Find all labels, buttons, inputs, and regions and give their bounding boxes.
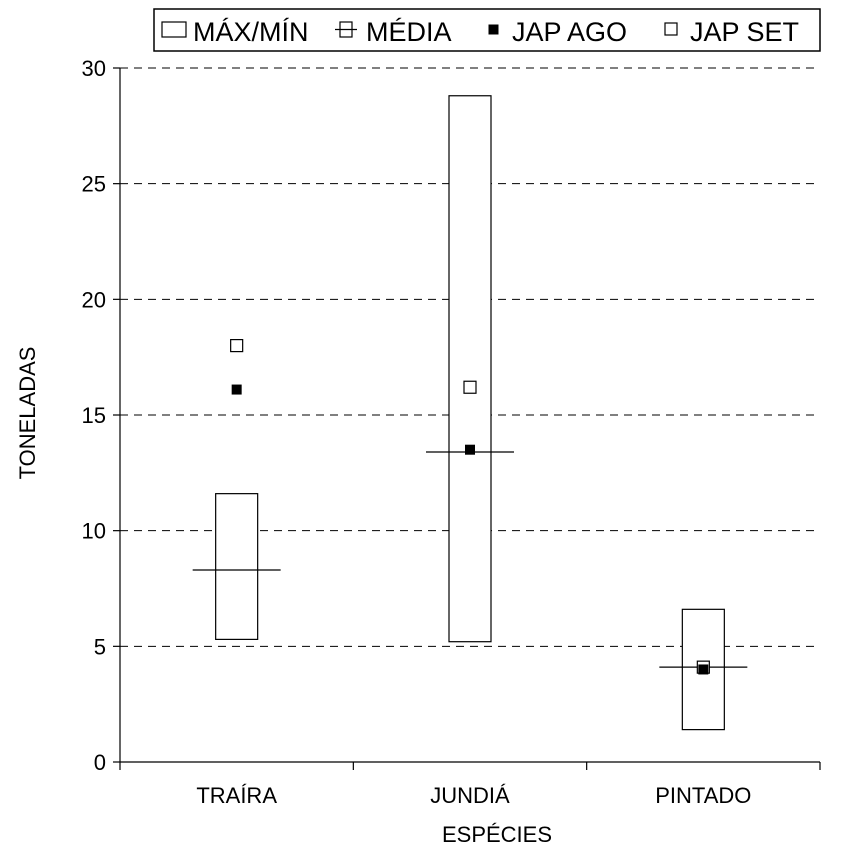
y-tick-label: 15 (82, 403, 106, 428)
legend-set-label: JAP SET (690, 17, 799, 47)
jap-set-point (230, 339, 244, 353)
x-axis-ticks: TRAÍRA JUNDIÁ PINTADO (119, 762, 821, 808)
x-tick-label: JUNDIÁ (430, 783, 510, 808)
x-tick-label: PINTADO (655, 783, 751, 808)
y-axis-title: TONELADAS (15, 347, 40, 480)
y-tick-label: 20 (82, 287, 106, 312)
legend-range-swatch (161, 21, 187, 38)
x-axis-title: ESPÉCIES (442, 822, 552, 847)
legend-range-label: MÁX/MÍN (193, 17, 309, 47)
jap-ago-point (465, 444, 475, 455)
jap-ago-point (231, 384, 242, 395)
y-tick-label: 0 (94, 750, 106, 775)
legend-set-marker (664, 22, 678, 36)
legend-frame (153, 8, 821, 52)
range-box (215, 493, 259, 640)
y-tick-label: 30 (82, 56, 106, 81)
data-marks (192, 95, 748, 731)
y-axis-ticks: 0 5 10 15 20 25 30 (82, 56, 120, 775)
legend-ago-label: JAP AGO (512, 17, 627, 47)
legend-mean-label: MÉDIA (366, 17, 452, 47)
y-tick-label: 5 (94, 634, 106, 659)
jap-ago-point (698, 664, 709, 675)
x-tick-label: TRAÍRA (196, 783, 277, 808)
range-box (448, 95, 492, 643)
y-tick-label: 25 (82, 172, 106, 197)
y-tick-label: 10 (82, 519, 106, 544)
legend-ago-marker (488, 24, 499, 35)
legend: MÁX/MÍN MÉDIA JAP AGO JAP SET (153, 8, 821, 52)
jap-set-point (463, 380, 477, 394)
